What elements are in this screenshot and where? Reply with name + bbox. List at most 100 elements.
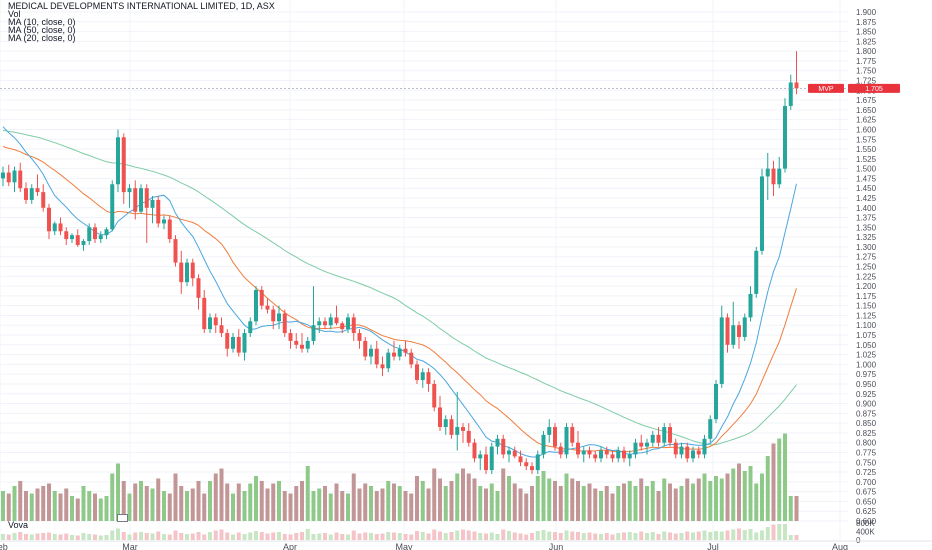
candle-body (478, 454, 483, 459)
candle-body (593, 454, 598, 459)
vova-bar (668, 532, 672, 540)
vova-bar (259, 532, 264, 540)
candle-body (219, 325, 224, 334)
candle-body (363, 340, 368, 357)
price-tick-label: 1.150 (856, 302, 877, 311)
vova-bar (507, 531, 511, 540)
vova-bar (110, 530, 115, 540)
candle-body (788, 82, 793, 106)
candle-body (415, 364, 419, 381)
legend-vol[interactable]: Vol (8, 9, 21, 19)
volume-bar (1, 491, 5, 521)
volume-bar (673, 488, 678, 521)
collapse-pane-button[interactable] (117, 514, 128, 522)
price-tick-label: 1.800 (856, 47, 877, 56)
time-tick-label: May (395, 542, 413, 550)
volume-bar (593, 488, 598, 521)
volume-bar (426, 488, 431, 521)
legend-ma20[interactable]: MA (20, close, 0) (8, 33, 76, 43)
legend-title[interactable]: MEDICAL DEVELOPMENTS INTERNATIONAL LIMIT… (8, 1, 275, 11)
volume-bar (731, 468, 736, 521)
candle-body (714, 383, 718, 420)
volume-bar (58, 493, 63, 521)
volume-bar (93, 493, 97, 521)
volume-bar (489, 483, 494, 521)
time-axis[interactable]: Feb Mar Apr May Jun Jul Aug (0, 540, 932, 550)
volume-bar (581, 486, 586, 521)
volume-tick-label: 400K (856, 528, 875, 537)
candle-body (581, 450, 586, 455)
vova-bar (236, 532, 241, 540)
candle-body (29, 188, 34, 200)
vova-bar (622, 532, 626, 540)
vova-bar (478, 533, 483, 540)
candle-body (633, 442, 638, 455)
candle-body (305, 340, 310, 349)
volume-bar (794, 496, 799, 521)
candle-body (24, 188, 28, 200)
candle-body (236, 336, 241, 353)
vova-bar (81, 533, 86, 540)
volume-bar (696, 478, 701, 521)
price-tick-label: 1.175 (856, 292, 877, 301)
candle-body (461, 427, 465, 431)
vova-bar (650, 532, 655, 540)
volume-bar (104, 496, 109, 521)
last-price-label: MVP 1.705 (808, 83, 900, 93)
volume-bar (645, 486, 649, 521)
candlesticks[interactable] (1, 51, 799, 475)
candle-body (512, 450, 517, 457)
volume-bar (334, 483, 339, 521)
vova-bar (627, 532, 632, 540)
volume-tick-label: 800K (856, 519, 875, 528)
time-tick-label: Jun (549, 542, 564, 550)
candle-body (127, 188, 132, 193)
vova-bar (116, 528, 120, 540)
vova-bar (363, 532, 368, 540)
candle-body (604, 450, 609, 455)
volume-bar (150, 488, 155, 521)
candle-body (599, 450, 603, 459)
legend-ma10[interactable]: MA (10, close, 0) (8, 17, 76, 27)
volume-bar (185, 491, 189, 521)
vova-bar (179, 533, 184, 540)
volume-bar (156, 478, 161, 521)
volume-bar (507, 476, 511, 521)
price-tick-label: 1.075 (856, 331, 877, 340)
price-tick-label: 1.000 (856, 360, 877, 369)
volume-bar (512, 483, 517, 521)
vova-bar (702, 530, 707, 540)
candle-body (265, 305, 270, 310)
price-tick-label: 1.750 (856, 67, 877, 76)
price-axis[interactable]: 1.9001.8751.8501.8251.8001.7751.7501.725… (856, 8, 877, 526)
candle-body (432, 383, 437, 408)
candle-body (466, 430, 471, 443)
vova-bar (489, 532, 494, 540)
candle-body (231, 336, 235, 349)
volume-bar (616, 486, 621, 521)
volume-bar (777, 438, 782, 521)
vova-bar (662, 531, 667, 540)
price-tick-label: 1.650 (856, 106, 877, 115)
legend-ma50[interactable]: MA (50, close, 0) (8, 25, 76, 35)
pane-label[interactable]: Vova (8, 520, 29, 530)
candle-body (771, 168, 776, 185)
vova-bar (760, 530, 764, 540)
vova-bar (12, 533, 17, 540)
candle-body (6, 172, 11, 183)
vova-bar (93, 534, 97, 540)
volume-bar (650, 481, 655, 521)
volume-bar (501, 468, 506, 521)
volume-bar (282, 491, 287, 521)
vova-bar (35, 533, 40, 540)
vova-bar (570, 531, 575, 540)
candle-body (507, 450, 511, 455)
vova-bar (783, 524, 787, 540)
price-tick-label: 1.475 (856, 174, 877, 183)
candle-body (202, 297, 207, 330)
candle-body (87, 227, 92, 242)
vova-bar (535, 531, 540, 540)
volume-bar (409, 493, 414, 521)
volume-bar (231, 493, 235, 521)
